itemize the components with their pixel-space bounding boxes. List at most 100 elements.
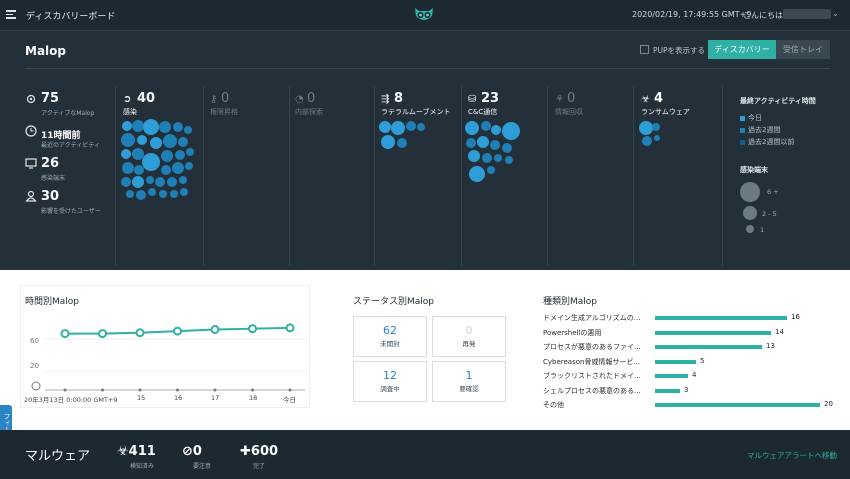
tab-inbox[interactable]: 受信トレイ	[776, 40, 830, 59]
infected-endpoints-label: 感染端末	[41, 175, 66, 182]
hamburger-menu-icon[interactable]	[6, 10, 16, 19]
malware-alert[interactable]: ⊘0	[182, 444, 202, 459]
status-box-needs-review[interactable]: 1 要確認	[432, 361, 506, 402]
column-divider	[722, 86, 723, 266]
y-tick-20: 20	[30, 362, 39, 370]
type-bar[interactable]	[655, 359, 696, 364]
column-label-cnc[interactable]: C&C通信	[468, 108, 498, 116]
column-label-privilege-escalation: 権限昇格	[210, 108, 238, 116]
data-point[interactable]	[173, 326, 182, 336]
status-box-investigating[interactable]: 12 調査中	[353, 361, 427, 402]
data-collection-icon: ⚘	[555, 94, 564, 105]
column-label-collection: 情報回収	[555, 108, 583, 116]
column-count-cnc[interactable]: 23	[481, 91, 500, 106]
baseline-point	[213, 388, 217, 392]
ransomware-icon: ☣	[641, 94, 650, 105]
user-icon	[25, 190, 37, 202]
type-label[interactable]: Powershellの悪用	[543, 328, 602, 337]
type-value: 14	[775, 327, 784, 336]
pup-checkbox-label[interactable]: PUPを表示する	[653, 46, 706, 55]
data-point[interactable]	[285, 323, 295, 333]
data-point[interactable]	[135, 328, 145, 338]
data-point[interactable]	[60, 329, 70, 339]
column-label-infection[interactable]: 感染	[123, 108, 137, 116]
type-bar[interactable]	[655, 330, 771, 335]
last-activity-label: 最近のアクティビティ	[41, 142, 100, 149]
malware-completed[interactable]: ✚600	[240, 444, 279, 459]
column-divider	[374, 86, 375, 266]
malware-detected[interactable]: ☣411	[117, 444, 156, 459]
column-count-lateral[interactable]: 8	[394, 91, 404, 106]
column-divider	[461, 86, 462, 266]
divider	[25, 68, 830, 69]
infection-bubble-cluster[interactable]	[118, 118, 200, 204]
type-bar[interactable]	[655, 388, 680, 393]
type-value: 3	[684, 385, 689, 394]
data-point[interactable]	[98, 329, 107, 339]
timeline-line-chart[interactable]	[45, 318, 305, 393]
cybereason-owl-logo-icon[interactable]	[413, 6, 435, 24]
pup-checkbox[interactable]	[640, 45, 649, 54]
chart-settings-gear-icon[interactable]	[30, 380, 42, 392]
cnc-bubble-cluster[interactable]	[463, 118, 533, 188]
baseline-point	[288, 388, 292, 392]
status-label-investigating: 調査中	[380, 385, 400, 393]
last-activity-value: 11時間前	[41, 131, 81, 141]
malware-bar	[0, 430, 850, 479]
status-count-needs-review: 1	[465, 369, 473, 382]
timeline-title: 時間別Malop	[25, 297, 80, 307]
cnc-icon: ⛁	[468, 94, 477, 105]
ransomware-bubble-cluster[interactable]	[637, 118, 667, 150]
x-tick-start: 20年3月13日 0:00:00 GMT+9	[24, 396, 118, 404]
greeting-text: こんにちは	[743, 11, 783, 20]
x-tick-16: 16	[174, 394, 183, 402]
type-bar[interactable]	[655, 403, 820, 407]
username-masked[interactable]	[783, 9, 831, 19]
type-value: 20	[824, 400, 833, 408]
type-label[interactable]: シェルプロセスの悪意のある...	[543, 386, 641, 395]
type-label[interactable]: ブラックリストされたドメイ...	[543, 372, 641, 380]
data-point[interactable]	[210, 325, 220, 334]
data-point[interactable]	[248, 324, 257, 334]
column-divider	[289, 86, 290, 266]
malware-title: マルウェア	[25, 449, 91, 464]
size-legend-small: 1	[760, 226, 765, 234]
legend-item-today: 今日	[740, 113, 762, 123]
legend-title-last-activity: 最終アクティビティ時間	[740, 97, 816, 105]
column-count-infection[interactable]: 40	[137, 91, 156, 106]
type-bar[interactable]	[655, 316, 787, 320]
column-count-collection: 0	[567, 91, 576, 106]
radar-icon: ◔	[295, 94, 304, 105]
current-datetime: 2020/02/19, 17:49:55 GMT+9	[632, 10, 752, 19]
size-legend-medium: 2 - 5	[762, 210, 777, 218]
lateral-movement-icon: ⇶	[381, 94, 390, 105]
status-count-reopened: 0	[465, 324, 473, 337]
type-bar[interactable]	[655, 374, 688, 378]
column-label-ransomware[interactable]: ランサムウェア	[641, 108, 690, 116]
user-menu-chevron-down-icon[interactable]: ⌄	[832, 9, 839, 18]
infected-endpoints-count: 26	[41, 156, 60, 171]
column-divider	[115, 86, 116, 266]
type-label[interactable]: Cybereason脅威情報サービ...	[543, 357, 641, 366]
type-value: 13	[766, 342, 775, 350]
type-label[interactable]: ドメイン生成アルゴリズムの...	[543, 314, 641, 322]
malware-alerts-link[interactable]: マルウェアアラートへ移動	[747, 451, 837, 460]
baseline-point	[63, 388, 67, 392]
status-title: ステータス別Malop	[353, 297, 435, 307]
column-count-ransomware[interactable]: 4	[654, 91, 664, 106]
legend-item-older: 過去2週間以前	[740, 137, 794, 147]
tab-discovery[interactable]: ディスカバリー	[708, 40, 776, 59]
lateral-bubble-cluster[interactable]	[376, 118, 436, 158]
status-count-investigating: 12	[383, 369, 397, 382]
status-box-reopened[interactable]: 0 再発	[432, 316, 506, 357]
column-label-lateral[interactable]: ラテラルムーブメント	[381, 108, 451, 116]
type-label[interactable]: その他	[543, 401, 564, 409]
status-box-unopened[interactable]: 62 未開封	[353, 316, 427, 357]
column-count-privilege-escalation: 0	[221, 91, 230, 106]
type-bar[interactable]	[655, 345, 762, 349]
column-divider	[633, 86, 634, 266]
type-label[interactable]: プロセスが悪意のあるファイ...	[543, 343, 641, 351]
gear-icon	[26, 94, 36, 104]
status-label-needs-review: 要確認	[459, 385, 479, 393]
x-tick-18: 18	[249, 394, 258, 402]
